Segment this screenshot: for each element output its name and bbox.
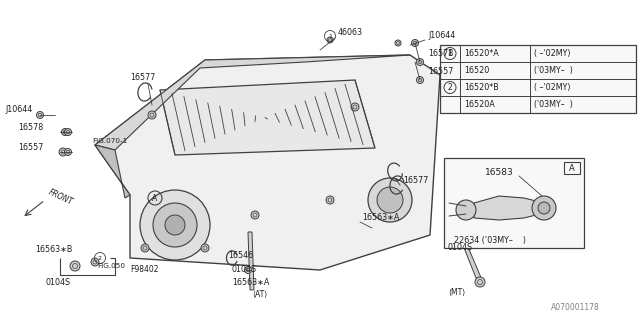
Text: FIG.070-1: FIG.070-1 (92, 138, 127, 144)
Text: F98402: F98402 (130, 265, 159, 274)
Circle shape (244, 267, 252, 274)
Text: 2: 2 (447, 83, 452, 92)
Text: 46063: 46063 (338, 28, 363, 37)
Text: 16557: 16557 (428, 67, 453, 76)
Circle shape (65, 129, 72, 135)
Text: ⟨MT⟩: ⟨MT⟩ (448, 288, 465, 297)
Text: 16520*A: 16520*A (464, 49, 499, 58)
Circle shape (141, 244, 149, 252)
Text: 2: 2 (98, 255, 102, 260)
Text: 16578: 16578 (18, 123, 44, 132)
Text: FRONT: FRONT (47, 188, 74, 207)
Text: 0104S: 0104S (45, 278, 70, 287)
Text: 16583: 16583 (484, 167, 513, 177)
Text: A070001178: A070001178 (551, 303, 600, 312)
Polygon shape (95, 55, 440, 270)
Text: 16563∗A: 16563∗A (362, 213, 399, 222)
Text: 16520A: 16520A (464, 100, 495, 109)
Text: ⟨AT⟩: ⟨AT⟩ (252, 290, 268, 299)
Polygon shape (95, 145, 130, 198)
Text: ( –'02MY): ( –'02MY) (534, 49, 570, 58)
Circle shape (251, 211, 259, 219)
Text: FIG.050: FIG.050 (97, 263, 125, 269)
Text: ( –'02MY): ( –'02MY) (534, 83, 570, 92)
Circle shape (59, 148, 67, 156)
Text: 1: 1 (328, 34, 332, 38)
Text: 0104S: 0104S (448, 243, 473, 252)
Circle shape (417, 76, 424, 84)
Circle shape (61, 129, 68, 135)
Circle shape (327, 37, 333, 43)
Text: J10644: J10644 (428, 31, 455, 40)
Circle shape (417, 59, 424, 66)
Text: 16520: 16520 (464, 66, 489, 75)
Text: A: A (152, 194, 157, 203)
Polygon shape (455, 225, 482, 280)
Circle shape (377, 187, 403, 213)
Circle shape (65, 148, 72, 156)
Circle shape (326, 196, 334, 204)
Text: A: A (569, 164, 575, 172)
Circle shape (395, 40, 401, 46)
Circle shape (153, 203, 197, 247)
Circle shape (201, 244, 209, 252)
Polygon shape (248, 232, 254, 290)
Text: 16546: 16546 (228, 251, 253, 260)
Text: 1: 1 (447, 49, 452, 58)
Text: 0104S: 0104S (232, 265, 257, 274)
Text: 16520*B: 16520*B (464, 83, 499, 92)
Text: ('03MY–  ): ('03MY– ) (534, 66, 573, 75)
Circle shape (456, 200, 476, 220)
Circle shape (351, 103, 359, 111)
FancyBboxPatch shape (444, 158, 584, 248)
Circle shape (148, 111, 156, 119)
Polygon shape (160, 80, 375, 155)
Polygon shape (95, 55, 410, 150)
Circle shape (36, 111, 44, 118)
FancyBboxPatch shape (440, 45, 636, 113)
Circle shape (140, 190, 210, 260)
Circle shape (412, 39, 419, 46)
Text: 16577: 16577 (130, 73, 156, 82)
Text: 16577: 16577 (403, 176, 428, 185)
Text: J10644: J10644 (5, 105, 32, 114)
Circle shape (532, 196, 556, 220)
Circle shape (70, 261, 80, 271)
Text: 16563∗B: 16563∗B (35, 245, 72, 254)
Circle shape (538, 202, 550, 214)
Text: 16557: 16557 (18, 143, 44, 152)
Circle shape (368, 178, 412, 222)
Text: 16563∗A: 16563∗A (232, 278, 269, 287)
Circle shape (475, 277, 485, 287)
Circle shape (165, 215, 185, 235)
Circle shape (91, 258, 99, 266)
Text: 16578: 16578 (428, 49, 453, 58)
Polygon shape (474, 196, 544, 220)
Text: ('03MY–  ): ('03MY– ) (534, 100, 573, 109)
Text: 22634 (’03MY–    ): 22634 (’03MY– ) (454, 236, 526, 244)
